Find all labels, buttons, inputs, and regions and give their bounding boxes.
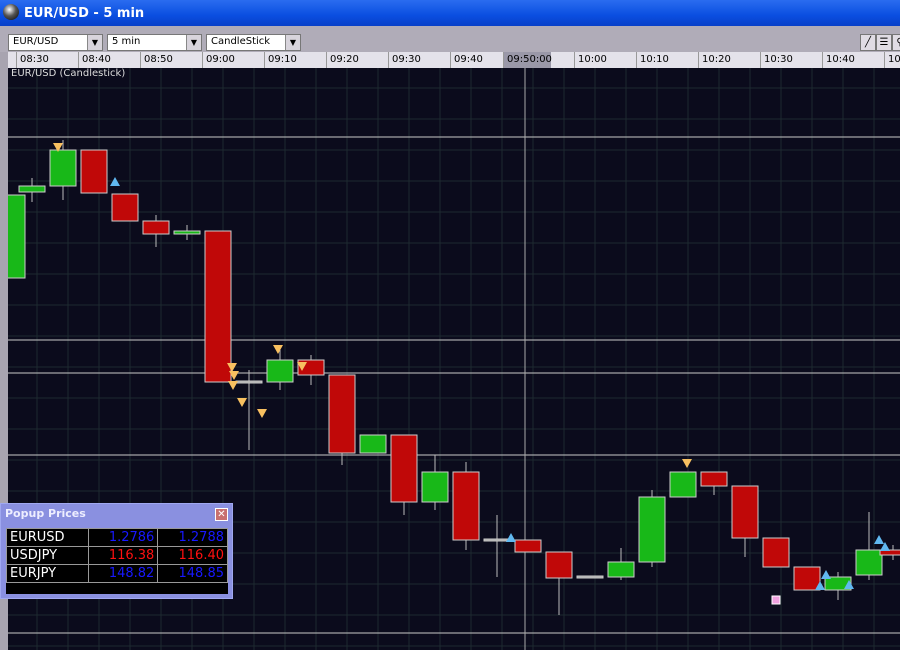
sell-marker-icon — [227, 363, 237, 372]
candle-doji — [576, 575, 604, 579]
left-border — [0, 52, 8, 650]
candle-down — [111, 193, 139, 222]
symbol-value: EUR/USD — [13, 36, 59, 47]
title-bar: EUR/USD - 5 min — [0, 0, 900, 26]
buy-marker-icon — [815, 581, 825, 590]
candle-up — [266, 359, 294, 383]
time-tick: 10:40 — [822, 52, 855, 68]
time-tick: 10:30 — [760, 52, 793, 68]
price-symbol: EURUSD — [6, 528, 89, 547]
chart-type-value: CandleStick — [211, 36, 271, 47]
time-tick: 09:20 — [326, 52, 359, 68]
sell-marker-icon — [257, 409, 267, 418]
candle-down — [142, 220, 170, 235]
price-ask: 1.2788 — [157, 528, 228, 547]
price-bid: 1.2786 — [87, 528, 159, 547]
buy-marker-icon — [844, 580, 854, 589]
prices-table: EURUSD 1.2786 1.2788 USDJPY 116.38 116.40 EURJ… — [6, 528, 228, 583]
app-icon — [3, 4, 19, 20]
time-tick: 09:30 — [388, 52, 421, 68]
candle-down — [793, 566, 821, 591]
candle-up — [49, 149, 77, 187]
symbol-select[interactable]: EUR/USD ▼ — [8, 34, 103, 51]
sell-marker-icon — [229, 371, 239, 380]
candle-up — [855, 549, 883, 576]
time-tick: 08:50 — [140, 52, 173, 68]
price-row[interactable]: USDJPY 116.38 116.40 — [6, 546, 228, 565]
sell-marker-icon — [273, 345, 283, 354]
candle-up — [359, 434, 387, 454]
time-tick: 09:40 — [450, 52, 483, 68]
buy-marker-icon — [880, 542, 890, 551]
chart-type-select[interactable]: CandleStick ▼ — [206, 34, 301, 51]
horizontal-lines-icon[interactable]: ☰ — [876, 34, 892, 51]
window-title: EUR/USD - 5 min — [24, 5, 145, 21]
candle-down — [762, 537, 790, 568]
candle-up — [18, 185, 46, 193]
chevron-down-icon[interactable]: ▼ — [186, 35, 201, 50]
candle-up — [8, 194, 26, 279]
candle-down — [328, 374, 356, 454]
time-tick: 08:40 — [78, 52, 111, 68]
interval-value: 5 min — [112, 36, 141, 47]
candle-down — [204, 230, 232, 383]
price-ask: 116.40 — [157, 546, 228, 565]
price-bid: 148.82 — [87, 564, 159, 583]
time-tick: 10:20 — [698, 52, 731, 68]
time-tick: 08:30 — [16, 52, 49, 68]
toolbar: EUR/USD ▼ 5 min ▼ CandleStick ▼ ╱ ☰ ⚲ — [0, 26, 900, 52]
candle-up — [607, 561, 635, 578]
candlestick-chart — [8, 68, 900, 650]
time-tick: 10:00 — [574, 52, 607, 68]
sell-marker-icon — [297, 362, 307, 371]
time-tick: 09:10 — [264, 52, 297, 68]
popup-prices-window: Popup Prices ✕ EURUSD 1.2786 1.2788 USDJPY 1… — [0, 503, 233, 599]
candle-down — [452, 471, 480, 541]
candle-down — [731, 485, 759, 539]
price-row[interactable]: EURUSD 1.2786 1.2788 — [6, 528, 228, 547]
buy-marker-icon — [821, 570, 831, 579]
candle-up — [638, 496, 666, 563]
candle-doji — [235, 380, 263, 384]
time-tick: 10: — [884, 52, 900, 68]
candle-doji — [483, 538, 511, 542]
chevron-down-icon[interactable]: ▼ — [87, 35, 102, 50]
candle-up — [173, 230, 201, 235]
popup-title: Popup Prices — [5, 507, 86, 520]
zoom-icon[interactable]: ⚲ — [892, 34, 900, 51]
sell-marker-icon — [53, 143, 63, 152]
candle-down — [80, 149, 108, 194]
close-icon[interactable]: ✕ — [215, 508, 228, 521]
candle-up — [669, 471, 697, 498]
price-symbol: EURJPY — [6, 564, 89, 583]
draw-line-icon[interactable]: ╱ — [860, 34, 876, 51]
interval-select[interactable]: 5 min ▼ — [107, 34, 202, 51]
order-marker-icon — [771, 595, 781, 605]
buy-marker-icon — [110, 177, 120, 186]
candle-down — [879, 549, 900, 556]
time-tick: 09:00 — [202, 52, 235, 68]
time-tick: 10:10 — [636, 52, 669, 68]
price-row[interactable]: EURJPY 148.82 148.85 — [6, 564, 228, 583]
candle-down — [514, 539, 542, 553]
buy-marker-icon — [874, 535, 884, 544]
sell-marker-icon — [228, 381, 238, 390]
time-axis: 08:30 08:40 08:50 09:00 09:10 09:20 09:30 09:40… — [8, 52, 900, 68]
chevron-down-icon[interactable]: ▼ — [285, 35, 300, 50]
candle-up — [824, 576, 852, 591]
price-ask: 148.85 — [157, 564, 228, 583]
chart-title: EUR/USD (Candlestick) — [11, 68, 126, 79]
time-tick: 09:50:00 — [503, 52, 552, 68]
sell-marker-icon — [682, 459, 692, 468]
candle-up — [421, 471, 449, 503]
candle-down — [390, 434, 418, 503]
sell-marker-icon — [237, 398, 247, 407]
candle-down — [545, 551, 573, 579]
price-bid: 116.38 — [87, 546, 159, 565]
buy-marker-icon — [506, 533, 516, 542]
price-symbol: USDJPY — [6, 546, 89, 565]
candle-down — [700, 471, 728, 487]
